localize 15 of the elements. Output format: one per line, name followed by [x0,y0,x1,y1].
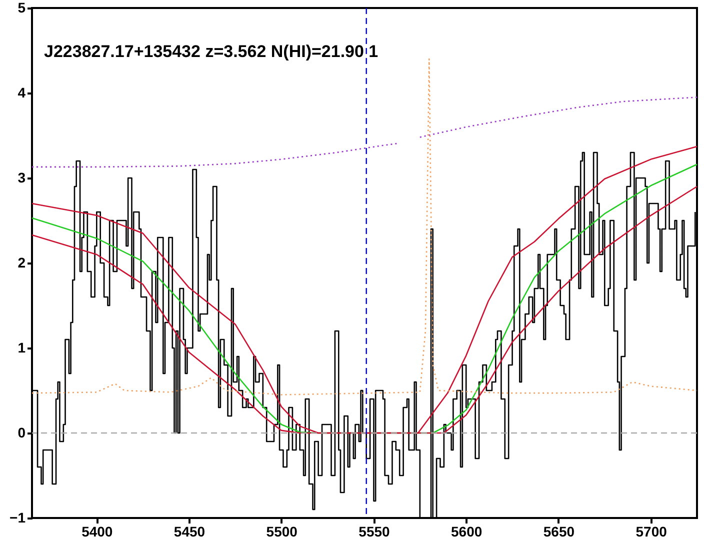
x-tick-label: 5650 [543,524,575,540]
y-tick-label: 1 [18,340,26,356]
y-tick-label: 5 [18,0,26,16]
y-tick-label: 3 [18,170,26,186]
y-tick-label: 0 [18,424,26,440]
x-tick-label: 5700 [636,524,668,540]
x-tick-label: 5450 [174,524,206,540]
y-tick-label: −1 [10,510,26,526]
x-tick-label: 5500 [266,524,298,540]
x-tick-label: 5600 [451,524,482,540]
x-tick-label: 5550 [358,524,390,540]
x-tick-label: 5400 [82,524,113,540]
y-tick-label: 2 [18,254,26,270]
y-tick-label: 4 [18,84,26,100]
annotation: J223827.17+135432 z=3.562 N(HI)=21.90 1 [44,42,378,61]
